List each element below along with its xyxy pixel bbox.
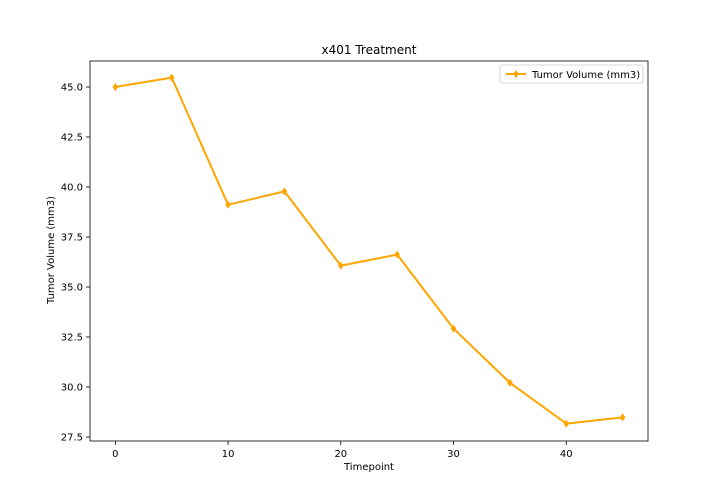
series-layer (112, 73, 626, 428)
legend-diamond-marker (513, 70, 519, 78)
axis-ticks: 0 10 20 30 40 27.5 30.0 32.5 35.0 37.5 40.0 42.5 45.… (61, 83, 573, 461)
data-point-marker (394, 250, 400, 259)
data-point-marker (563, 419, 570, 428)
legend-entry-label: Tumor Volume (mm3) (531, 70, 640, 81)
y-axis-label: Tumor Volume (mm3) (46, 196, 57, 305)
legend-box (499, 64, 644, 84)
legend: Tumor Volume (mm3) (499, 64, 644, 84)
chart-title: x401 Treatment (322, 43, 417, 57)
y-tick-label: 37.5 (61, 233, 83, 244)
data-point-marker (168, 73, 175, 82)
x-tick-label: 0 (112, 449, 118, 460)
y-tick-label: 32.5 (61, 333, 83, 344)
x-tick-label: 20 (334, 449, 347, 460)
y-tick-label: 27.5 (61, 433, 83, 444)
x-axis-label: Timepoint (343, 462, 394, 473)
y-tick-label: 35.0 (61, 283, 83, 294)
y-tick-label: 40.0 (61, 183, 83, 194)
y-tick-label: 42.5 (61, 133, 83, 144)
data-point-marker (281, 187, 288, 196)
plot-frame (89, 60, 649, 442)
x-tick-label: 30 (447, 449, 460, 460)
data-point-marker (338, 261, 344, 270)
data-point-marker (619, 413, 626, 422)
x-tick-label: 10 (222, 449, 235, 460)
data-point-marker (507, 378, 513, 387)
x-tick-label: 40 (560, 449, 573, 460)
series-line (115, 76, 623, 425)
data-point-marker (225, 200, 231, 209)
y-tick-label: 30.0 (61, 383, 83, 394)
data-point-marker (450, 324, 457, 333)
y-tick-label: 45.0 (61, 83, 83, 94)
data-point-marker (112, 83, 119, 91)
